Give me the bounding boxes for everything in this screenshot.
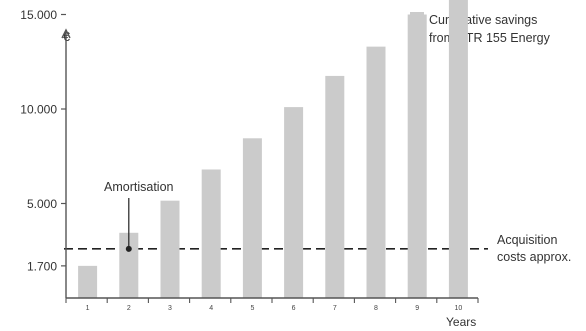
x-axis-label: Years <box>446 315 476 329</box>
reference-line-label: costs approx. <box>497 250 571 264</box>
x-tick-label: 2 <box>127 305 131 312</box>
bar-year-4 <box>201 169 221 298</box>
x-tick-label: 6 <box>292 305 296 312</box>
x-ticks: 1 2 3 4 5 6 7 8 9 10 <box>65 298 479 312</box>
bar-year-9 <box>407 14 427 298</box>
x-tick-label: 10 <box>455 305 463 312</box>
bar-year-1 <box>78 265 98 298</box>
bar-year-8 <box>366 46 386 298</box>
x-tick-label: 7 <box>333 305 337 312</box>
amortisation-point <box>125 245 132 252</box>
x-tick-label: 4 <box>209 305 213 312</box>
bars <box>78 0 468 298</box>
amortisation-annotation: Amortisation <box>104 180 174 252</box>
amortisation-label: Amortisation <box>104 180 174 194</box>
legend: Cumulative savings from STR 155 Energy <box>410 12 551 45</box>
y-tick-label: 15.000 <box>20 8 57 22</box>
bar-year-10 <box>448 0 468 298</box>
legend-label: from STR 155 Energy <box>429 31 551 45</box>
y-tick-label: 5.000 <box>27 197 57 211</box>
bar-year-2 <box>119 232 139 298</box>
x-tick-label: 1 <box>86 305 90 312</box>
y-tick-label: 1.700 <box>27 259 57 273</box>
reference-line-label: Acquisition <box>497 233 557 247</box>
x-tick-label: 5 <box>250 305 254 312</box>
x-tick-label: 8 <box>374 305 378 312</box>
x-tick-label: 9 <box>415 305 419 312</box>
y-tick-label: 10.000 <box>20 103 57 117</box>
legend-label: Cumulative savings <box>429 13 537 27</box>
bar-year-7 <box>325 75 345 298</box>
bar-year-3 <box>160 200 180 298</box>
x-tick-label: 3 <box>168 305 172 312</box>
bar-year-5 <box>242 138 262 298</box>
bar-year-6 <box>284 107 304 298</box>
y-axis-arrow <box>61 28 71 39</box>
